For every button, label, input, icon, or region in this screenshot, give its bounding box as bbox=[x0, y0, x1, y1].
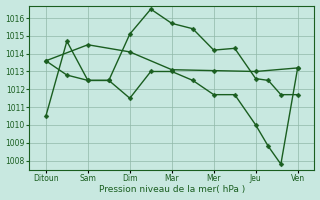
X-axis label: Pression niveau de la mer( hPa ): Pression niveau de la mer( hPa ) bbox=[99, 185, 245, 194]
